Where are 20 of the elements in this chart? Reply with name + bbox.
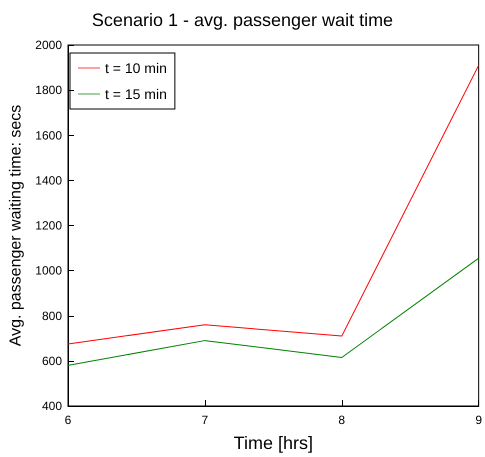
x-tick-label: 9 [475, 413, 482, 427]
chart-title: Scenario 1 - avg. passenger wait time [92, 10, 394, 30]
y-tick-label: 1800 [35, 83, 62, 98]
y-tick-label: 1200 [35, 218, 62, 232]
y-tick-label: 1400 [35, 173, 62, 188]
x-axis-title: Time [hrs] [234, 433, 314, 453]
line-series [68, 64, 480, 344]
y-tick-label: 1600 [35, 128, 62, 142]
x-tick-label: 6 [64, 413, 72, 427]
y-tick-label: 600 [42, 354, 62, 368]
y-tick-label: 1000 [35, 264, 62, 278]
x-tick-label: 7 [202, 413, 209, 427]
legend-label: t = 10 min [105, 60, 167, 76]
y-tick-label: 2000 [35, 38, 62, 52]
y-tick-label: 800 [42, 308, 62, 323]
legend-label: t = 15 min [105, 86, 167, 102]
y-tick-label: 400 [42, 399, 62, 413]
y-axis-title: Avg. passenger waiting time: secs [8, 104, 24, 346]
line-series [68, 258, 480, 366]
x-tick-label: 8 [338, 413, 346, 427]
